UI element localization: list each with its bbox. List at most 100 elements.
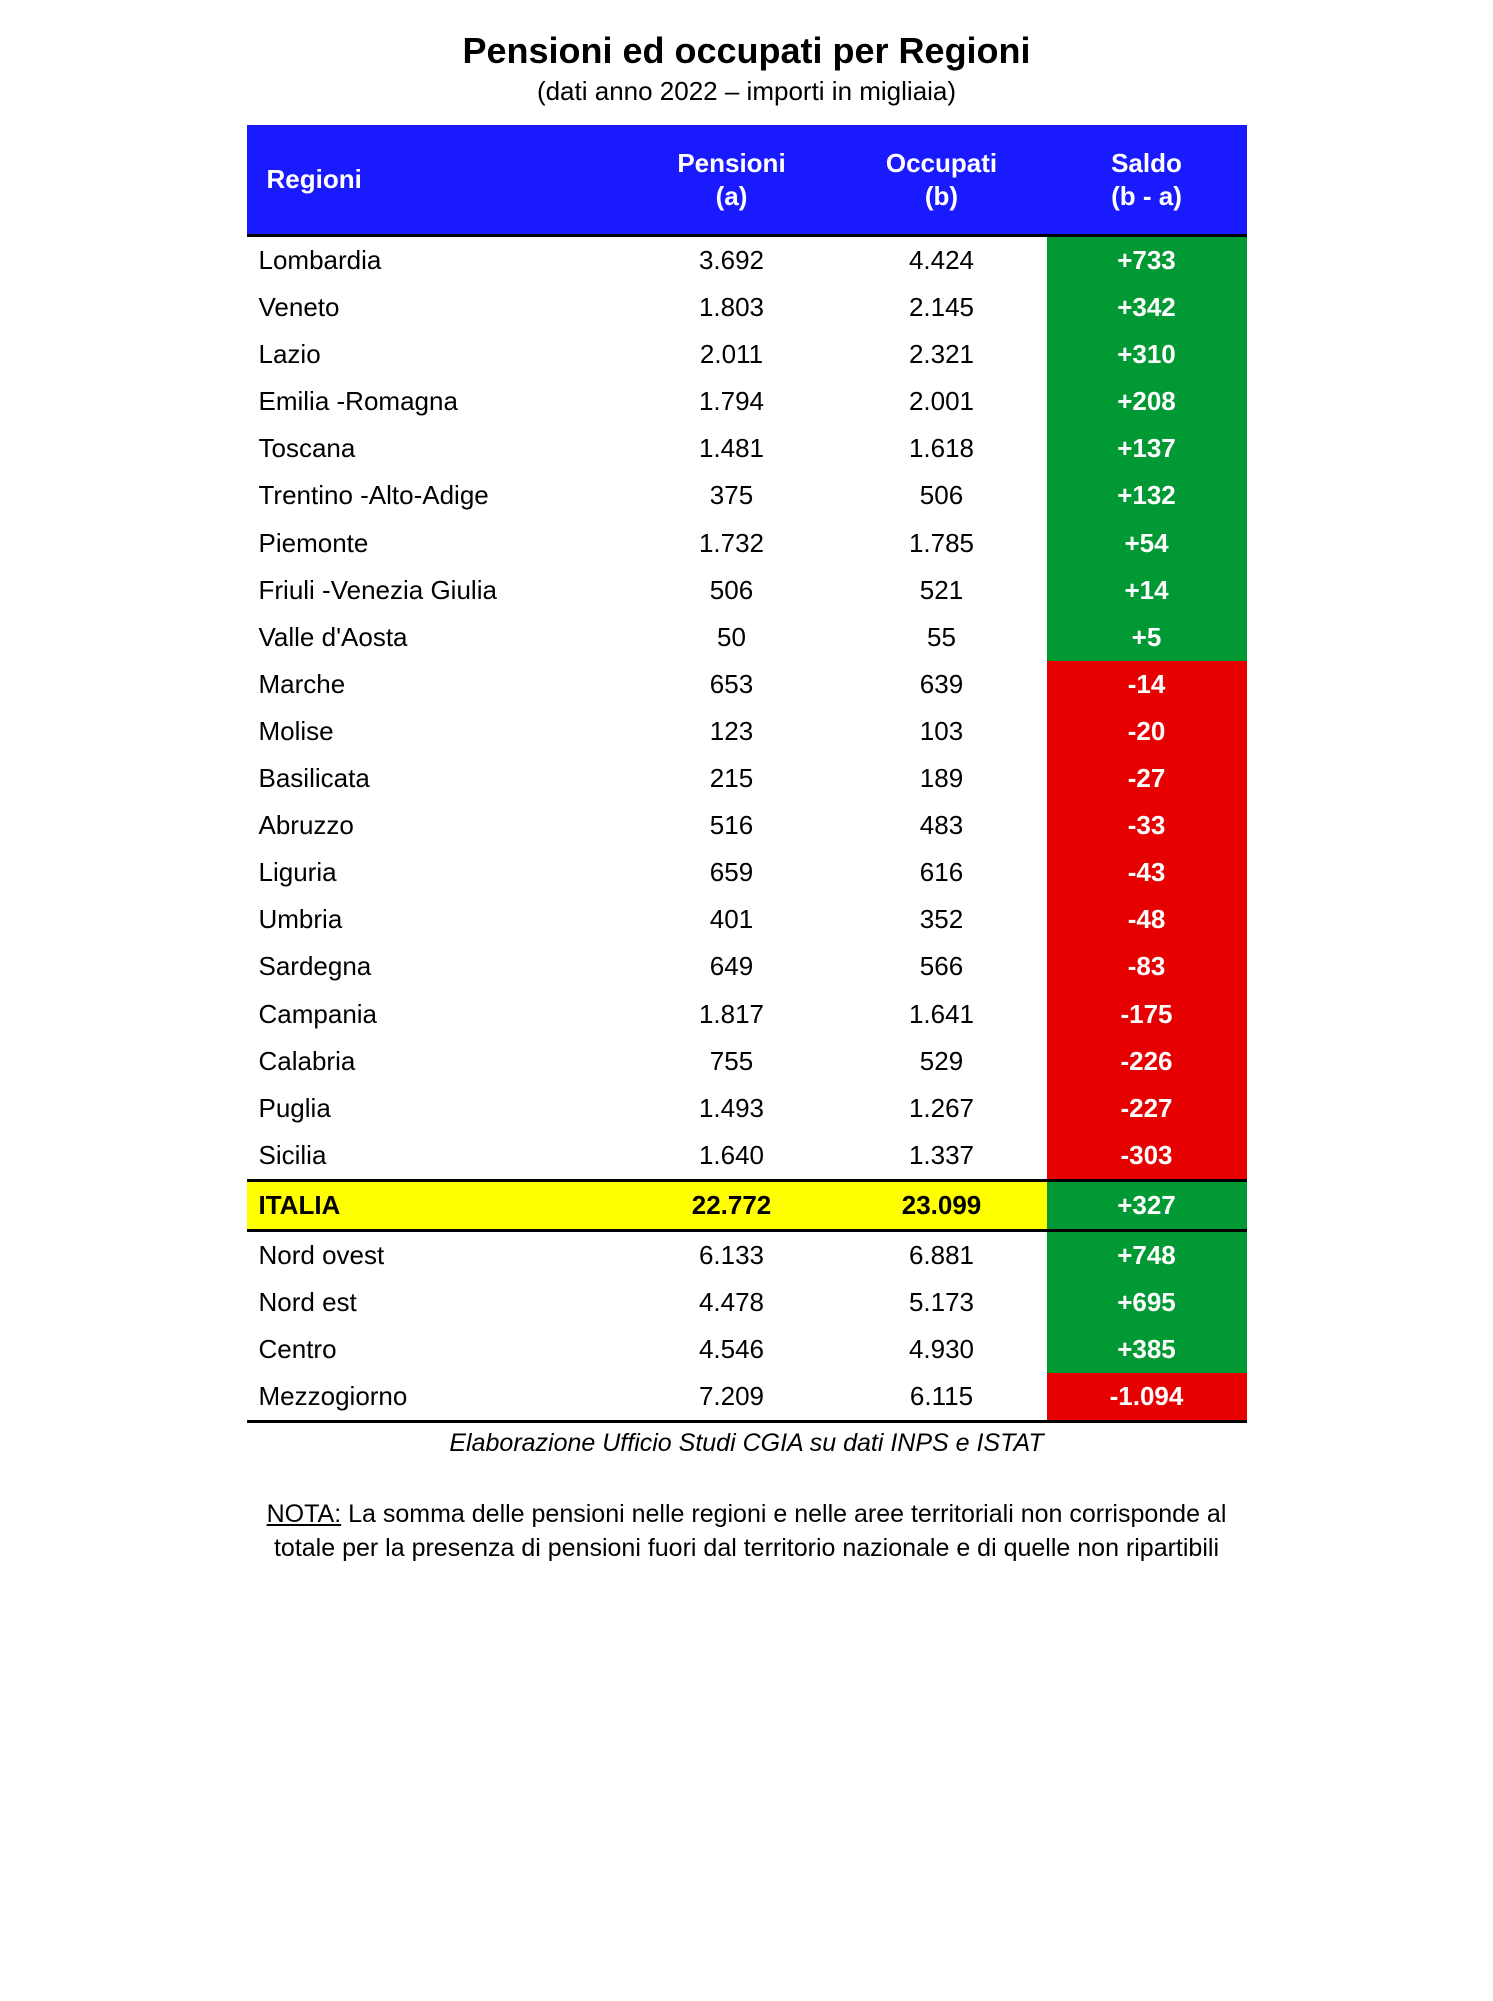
cell-saldo: +342 <box>1047 284 1247 331</box>
col-occupati-l1: Occupati <box>886 148 997 178</box>
cell-pensioni: 6.133 <box>627 1230 837 1279</box>
cell-pensioni: 1.640 <box>627 1132 837 1181</box>
cell-occupati: 616 <box>837 849 1047 896</box>
cell-occupati: 566 <box>837 943 1047 990</box>
cell-saldo: -48 <box>1047 896 1247 943</box>
cell-saldo: +14 <box>1047 567 1247 614</box>
cell-occupati: 4.930 <box>837 1326 1047 1373</box>
data-table: Regioni Pensioni (a) Occupati (b) Saldo … <box>247 125 1247 1423</box>
table-row: Umbria401352-48 <box>247 896 1247 943</box>
cell-pensioni: 1.493 <box>627 1085 837 1132</box>
note-text: La somma delle pensioni nelle regioni e … <box>274 1500 1226 1562</box>
table-row: Lombardia3.6924.424+733 <box>247 236 1247 285</box>
cell-saldo: +748 <box>1047 1230 1247 1279</box>
cell-pensioni: 2.011 <box>627 331 837 378</box>
cell-pensioni: 1.481 <box>627 425 837 472</box>
col-saldo-l2: (b - a) <box>1111 181 1182 211</box>
cell-occupati: 483 <box>837 802 1047 849</box>
cell-region: Veneto <box>247 284 627 331</box>
col-occupati-l2: (b) <box>925 181 958 211</box>
table-row: Centro4.5464.930+385 <box>247 1326 1247 1373</box>
cell-saldo: -20 <box>1047 708 1247 755</box>
table-row: Molise123103-20 <box>247 708 1247 755</box>
cell-region: Piemonte <box>247 520 627 567</box>
cell-saldo: -226 <box>1047 1038 1247 1085</box>
cell-saldo: +733 <box>1047 236 1247 285</box>
cell-occupati: 1.337 <box>837 1132 1047 1181</box>
cell-occupati: 6.115 <box>837 1373 1047 1422</box>
cell-region: Sardegna <box>247 943 627 990</box>
cell-occupati: 521 <box>837 567 1047 614</box>
cell-pensioni: 516 <box>627 802 837 849</box>
cell-occupati: 2.145 <box>837 284 1047 331</box>
page-container: Pensioni ed occupati per Regioni (dati a… <box>247 30 1247 1566</box>
cell-saldo: -43 <box>1047 849 1247 896</box>
cell-pensioni: 375 <box>627 472 837 519</box>
table-row: Lazio2.0112.321+310 <box>247 331 1247 378</box>
cell-occupati: 639 <box>837 661 1047 708</box>
cell-saldo: +5 <box>1047 614 1247 661</box>
cell-pensioni: 659 <box>627 849 837 896</box>
cell-region: Umbria <box>247 896 627 943</box>
cell-occupati: 23.099 <box>837 1180 1047 1230</box>
cell-pensioni: 755 <box>627 1038 837 1085</box>
cell-saldo: +385 <box>1047 1326 1247 1373</box>
cell-saldo: +137 <box>1047 425 1247 472</box>
cell-occupati: 103 <box>837 708 1047 755</box>
col-saldo: Saldo (b - a) <box>1047 125 1247 236</box>
cell-region: Sicilia <box>247 1132 627 1181</box>
cell-occupati: 1.618 <box>837 425 1047 472</box>
col-occupati: Occupati (b) <box>837 125 1047 236</box>
table-row: Basilicata215189-27 <box>247 755 1247 802</box>
note-block: NOTA: La somma delle pensioni nelle regi… <box>247 1498 1247 1566</box>
table-row: Nord ovest6.1336.881+748 <box>247 1230 1247 1279</box>
cell-pensioni: 506 <box>627 567 837 614</box>
cell-pensioni: 4.546 <box>627 1326 837 1373</box>
table-row: Trentino -Alto-Adige375506+132 <box>247 472 1247 519</box>
table-row: Sardegna649566-83 <box>247 943 1247 990</box>
cell-region: Centro <box>247 1326 627 1373</box>
table-row: Campania1.8171.641-175 <box>247 991 1247 1038</box>
cell-region: Puglia <box>247 1085 627 1132</box>
source-text: Elaborazione Ufficio Studi CGIA su dati … <box>247 1429 1247 1458</box>
cell-region: Marche <box>247 661 627 708</box>
table-row: Veneto1.8032.145+342 <box>247 284 1247 331</box>
table-row: Emilia -Romagna1.7942.001+208 <box>247 378 1247 425</box>
cell-saldo: -303 <box>1047 1132 1247 1181</box>
cell-occupati: 506 <box>837 472 1047 519</box>
cell-occupati: 1.641 <box>837 991 1047 1038</box>
cell-pensioni: 401 <box>627 896 837 943</box>
cell-saldo: +327 <box>1047 1180 1247 1230</box>
cell-region: Abruzzo <box>247 802 627 849</box>
cell-occupati: 6.881 <box>837 1230 1047 1279</box>
page-subtitle: (dati anno 2022 – importi in migliaia) <box>247 76 1247 107</box>
cell-occupati: 529 <box>837 1038 1047 1085</box>
cell-occupati: 5.173 <box>837 1279 1047 1326</box>
cell-pensioni: 1.732 <box>627 520 837 567</box>
cell-saldo: +695 <box>1047 1279 1247 1326</box>
cell-pensioni: 3.692 <box>627 236 837 285</box>
cell-region: Emilia -Romagna <box>247 378 627 425</box>
cell-saldo: -83 <box>1047 943 1247 990</box>
cell-pensioni: 653 <box>627 661 837 708</box>
table-row: Calabria755529-226 <box>247 1038 1247 1085</box>
cell-saldo: -14 <box>1047 661 1247 708</box>
table-row: Liguria659616-43 <box>247 849 1247 896</box>
table-row: Puglia1.4931.267-227 <box>247 1085 1247 1132</box>
cell-region: Trentino -Alto-Adige <box>247 472 627 519</box>
table-row: Friuli -Venezia Giulia506521+14 <box>247 567 1247 614</box>
cell-occupati: 352 <box>837 896 1047 943</box>
cell-region: Lazio <box>247 331 627 378</box>
col-saldo-l1: Saldo <box>1111 148 1182 178</box>
cell-region: Friuli -Venezia Giulia <box>247 567 627 614</box>
cell-saldo: -1.094 <box>1047 1373 1247 1422</box>
col-regioni: Regioni <box>247 125 627 236</box>
cell-occupati: 189 <box>837 755 1047 802</box>
cell-occupati: 1.785 <box>837 520 1047 567</box>
cell-region: Calabria <box>247 1038 627 1085</box>
cell-saldo: -227 <box>1047 1085 1247 1132</box>
cell-pensioni: 123 <box>627 708 837 755</box>
cell-region: ITALIA <box>247 1180 627 1230</box>
cell-pensioni: 50 <box>627 614 837 661</box>
table-row: Piemonte1.7321.785+54 <box>247 520 1247 567</box>
